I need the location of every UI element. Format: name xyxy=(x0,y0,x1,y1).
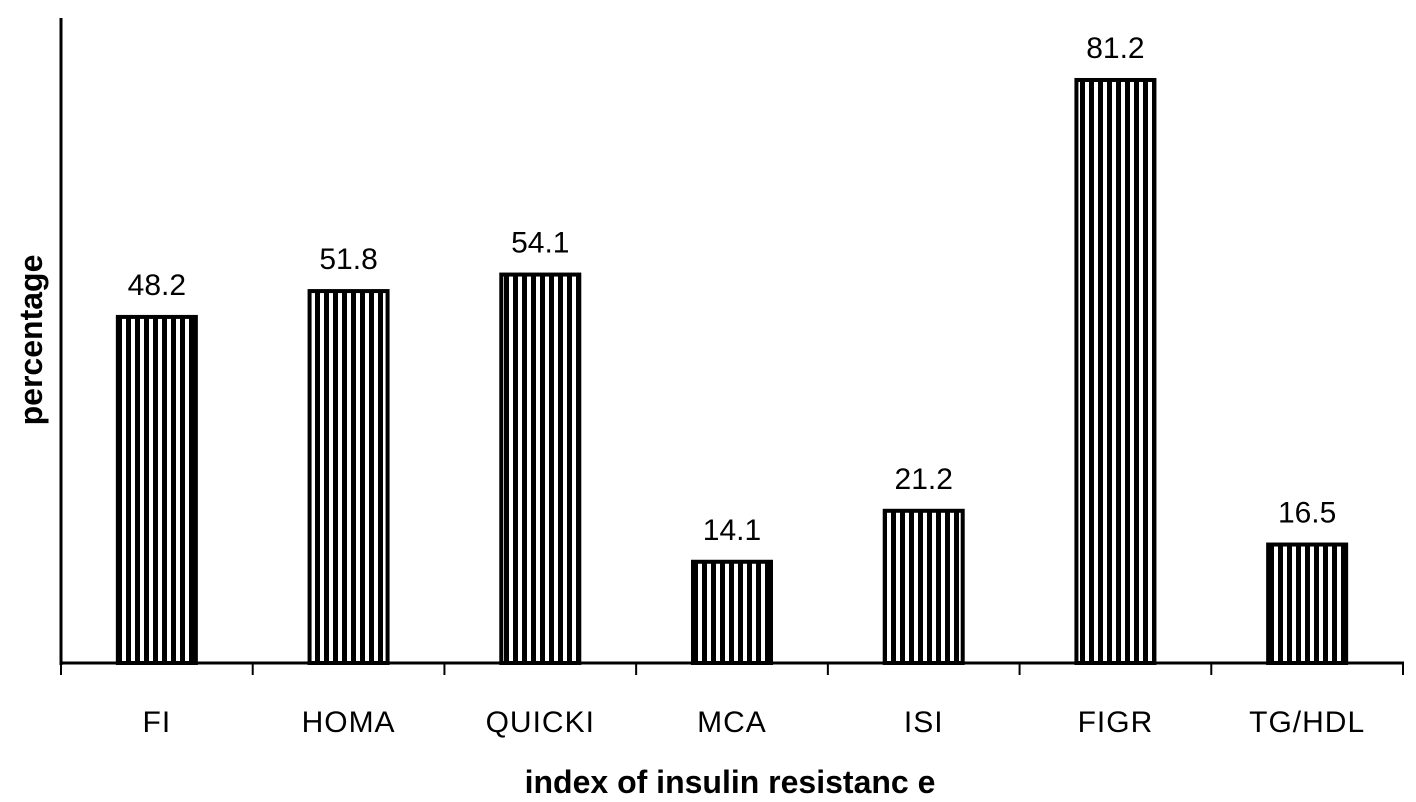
data-label: 48.2 xyxy=(128,269,186,302)
bar-homa xyxy=(307,289,390,665)
x-tick-label: MCA xyxy=(697,706,767,739)
x-tick-label: QUICKI xyxy=(486,706,595,739)
bar-figr xyxy=(1074,77,1157,665)
x-tick-label: HOMA xyxy=(302,706,396,739)
x-tick-label: FIGR xyxy=(1078,706,1154,739)
bar-fi xyxy=(115,314,198,665)
data-label: 54.1 xyxy=(511,227,569,260)
bar-quicki xyxy=(499,272,582,665)
x-tick-label: FI xyxy=(143,706,172,739)
bar-mca xyxy=(691,559,773,666)
data-label: 51.8 xyxy=(319,243,377,276)
x-axis-title: index of insulin resistanc e xyxy=(525,764,936,800)
bar-tg-hdl xyxy=(1266,542,1349,666)
data-label: 21.2 xyxy=(895,463,953,496)
data-label: 16.5 xyxy=(1278,497,1336,530)
data-label: 14.1 xyxy=(703,514,761,547)
data-label: 81.2 xyxy=(1086,32,1144,65)
x-tick-label: TG/HDL xyxy=(1249,706,1365,739)
y-axis-title: percentage xyxy=(13,255,49,426)
bar-isi xyxy=(882,508,965,665)
x-tick-label: ISI xyxy=(904,706,944,739)
